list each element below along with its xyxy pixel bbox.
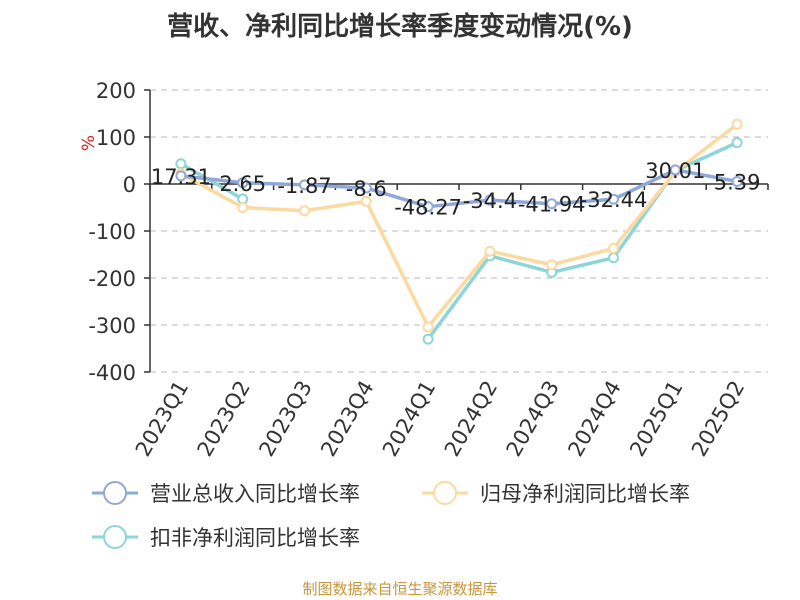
data-point-1	[484, 194, 496, 206]
y-tick-label: -300	[88, 314, 136, 338]
x-tick-label: 2024Q3	[502, 377, 564, 461]
y-tick-label: 100	[96, 126, 136, 150]
data-point-2	[484, 245, 496, 257]
x-tick-label: 2024Q4	[563, 377, 625, 461]
data-point-1	[731, 175, 743, 187]
legend-marker	[103, 525, 127, 549]
legend-marker	[103, 481, 127, 505]
data-point-1	[546, 198, 558, 210]
x-tick-label: 2025Q2	[687, 377, 749, 461]
y-tick-label: -100	[88, 220, 136, 244]
y-axis-label: %	[79, 135, 99, 151]
data-label: 2.65	[219, 172, 266, 196]
x-tick-label: 2023Q1	[131, 377, 193, 461]
data-point-3	[608, 252, 619, 264]
x-tick-label: 2025Q1	[625, 377, 687, 461]
data-label: -41.94	[518, 193, 586, 217]
data-label: 5.39	[714, 170, 761, 194]
series-line-3	[426, 141, 738, 341]
data-label-layer: 17.31 2.65 -1.87 -8.6 -48.27 -34.4 -41.94-32.4…	[151, 159, 761, 220]
data-point-1	[237, 177, 249, 189]
data-label: -8.6	[346, 177, 387, 201]
legend-label: 营业总收入同比增长率	[150, 482, 360, 506]
data-label: -32.44	[580, 188, 648, 212]
data-point-2	[237, 202, 249, 213]
data-point-1	[360, 182, 372, 194]
chart-title: 营收、净利同比增长率季度变动情况(%)	[167, 12, 633, 42]
data-point-3	[422, 333, 434, 345]
data-point-1	[608, 193, 619, 205]
legend-label: 归母净利润同比增长率	[480, 482, 690, 506]
x-tick-label: 2024Q2	[440, 377, 502, 461]
data-point-1	[299, 179, 310, 191]
x-tick-label: 2023Q4	[316, 377, 378, 461]
legend-marker	[433, 481, 457, 505]
x-tick-label: 2023Q2	[193, 377, 255, 461]
y-tick-label: -400	[88, 361, 136, 385]
data-point-2	[731, 118, 743, 130]
x-tick-label: 2023Q3	[254, 377, 316, 461]
legend-label: 扣非净利润同比增长率	[150, 526, 360, 550]
x-tick-label: 2024Q1	[378, 377, 440, 461]
data-label: -34.4	[463, 189, 517, 213]
data-point-2	[546, 259, 558, 271]
series-layer	[175, 118, 743, 345]
data-point-1	[175, 170, 187, 182]
data-point-2	[608, 242, 619, 254]
series-line-3	[180, 162, 244, 201]
data-point-2	[299, 205, 310, 217]
y-tick-label: 200	[96, 79, 136, 103]
grid-layer	[150, 89, 768, 373]
data-point-2	[422, 321, 434, 333]
y-tick-label: 0	[123, 173, 136, 197]
data-point-3	[731, 137, 743, 149]
source-note: 制图数据来自恒生聚源数据库	[302, 580, 498, 598]
series-line-1	[180, 168, 738, 209]
data-label: -1.87	[277, 174, 331, 198]
data-label: 30.01	[645, 159, 705, 183]
data-label: -48.27	[394, 196, 462, 220]
series-line-2	[180, 122, 739, 329]
data-point-1	[422, 201, 434, 213]
y-tick-label: -200	[88, 267, 136, 291]
data-point-2	[360, 195, 372, 207]
data-label: 17.31	[151, 165, 211, 189]
data-point-1	[669, 164, 681, 176]
